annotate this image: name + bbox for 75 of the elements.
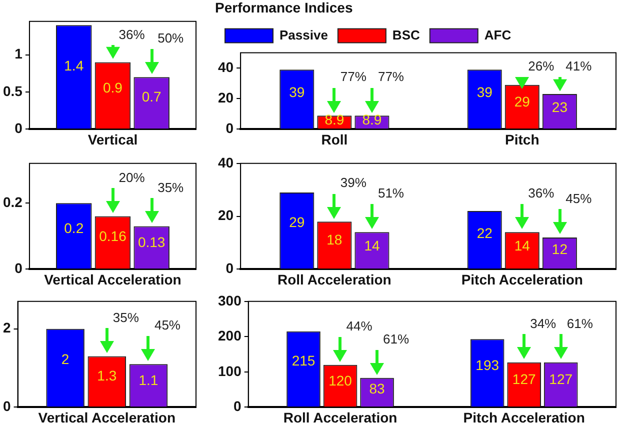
data-label: 1.1 <box>138 372 158 388</box>
chart-title: Performance Indices <box>215 0 353 16</box>
data-label: 215 <box>292 352 316 368</box>
x-tick-label: Vertical Acceleration <box>44 271 182 288</box>
y-tick-label: 0 <box>234 398 242 414</box>
legend-label: AFC <box>484 27 512 42</box>
data-label: 12 <box>552 240 568 257</box>
y-tick-label: 1 <box>14 46 23 62</box>
data-label: 127 <box>512 370 536 387</box>
annotation: 61% <box>566 316 594 331</box>
y-tick-label: 0.2 <box>2 194 23 210</box>
data-label: 18 <box>326 231 342 248</box>
x-tick-label: Roll Acceleration <box>278 271 392 288</box>
y-tick-label: 300 <box>218 292 242 308</box>
y-tick-label: 100 <box>218 362 242 379</box>
data-label: 8.9 <box>324 112 344 128</box>
annotation: 39% <box>340 175 367 190</box>
y-tick-label: 2 <box>2 320 11 336</box>
x-tick-label: Pitch Acceleration <box>463 409 585 426</box>
data-label: 14 <box>514 238 530 254</box>
annotation: 44% <box>346 318 373 334</box>
x-tick-label: Roll <box>321 131 348 148</box>
y-tick-label: 20 <box>218 90 234 106</box>
data-label: 0.2 <box>64 220 84 236</box>
annotation: 77% <box>340 69 367 84</box>
data-label: 22 <box>476 224 493 241</box>
data-label: 0.7 <box>142 88 162 105</box>
annotation: 41% <box>566 58 592 74</box>
legend-label: Passive <box>280 27 328 42</box>
data-label: 29 <box>514 93 530 110</box>
data-label: 120 <box>328 372 352 388</box>
y-tick-label: 20 <box>218 207 234 224</box>
y-tick-label: 0 <box>14 120 23 136</box>
y-tick-label: 40 <box>218 58 234 75</box>
annotation: 35% <box>158 180 184 195</box>
annotation: 36% <box>528 186 555 201</box>
data-label: 0.16 <box>99 228 127 244</box>
x-tick-label: Roll Acceleration <box>283 409 398 426</box>
annotation: 45% <box>154 318 181 333</box>
annotation: 51% <box>378 186 404 201</box>
data-label: 0.13 <box>138 234 166 250</box>
x-tick-label: Vertical Acceleration <box>38 409 176 426</box>
data-label: 1.3 <box>97 367 117 384</box>
data-label: 8.9 <box>362 112 382 128</box>
data-label: 1.4 <box>64 57 84 74</box>
annotation: 36% <box>118 26 146 42</box>
annotation: 26% <box>528 58 555 74</box>
data-label: 14 <box>364 238 380 254</box>
y-tick-label: 40 <box>218 154 234 170</box>
x-tick-label: Pitch Acceleration <box>461 271 583 288</box>
legend-label: BSC <box>392 27 420 42</box>
data-label: 29 <box>289 214 305 230</box>
y-tick-label: 0 <box>14 260 23 276</box>
y-tick-label: 0.5 <box>2 82 23 99</box>
annotation: 61% <box>383 332 410 347</box>
data-label: 2 <box>61 350 70 367</box>
data-label: 193 <box>476 357 500 374</box>
x-tick-label: Pitch <box>505 131 540 148</box>
data-label: 39 <box>476 84 493 100</box>
y-tick-label: 200 <box>218 328 242 344</box>
x-tick-label: Vertical <box>88 131 138 148</box>
y-tick-label: 0 <box>226 260 234 276</box>
data-label: 23 <box>552 98 568 115</box>
y-tick-label: 0 <box>226 120 234 136</box>
annotation: 20% <box>118 170 146 185</box>
data-label: 127 <box>549 370 573 387</box>
data-label: 0.9 <box>102 80 123 96</box>
annotation: 50% <box>158 30 184 46</box>
data-label: 83 <box>369 380 386 396</box>
annotation: 77% <box>378 69 404 84</box>
y-tick-label: 0 <box>2 398 11 414</box>
data-label: 39 <box>289 84 305 100</box>
annotation: 35% <box>112 310 140 325</box>
annotation: 34% <box>530 316 557 331</box>
annotation: 45% <box>566 191 592 206</box>
